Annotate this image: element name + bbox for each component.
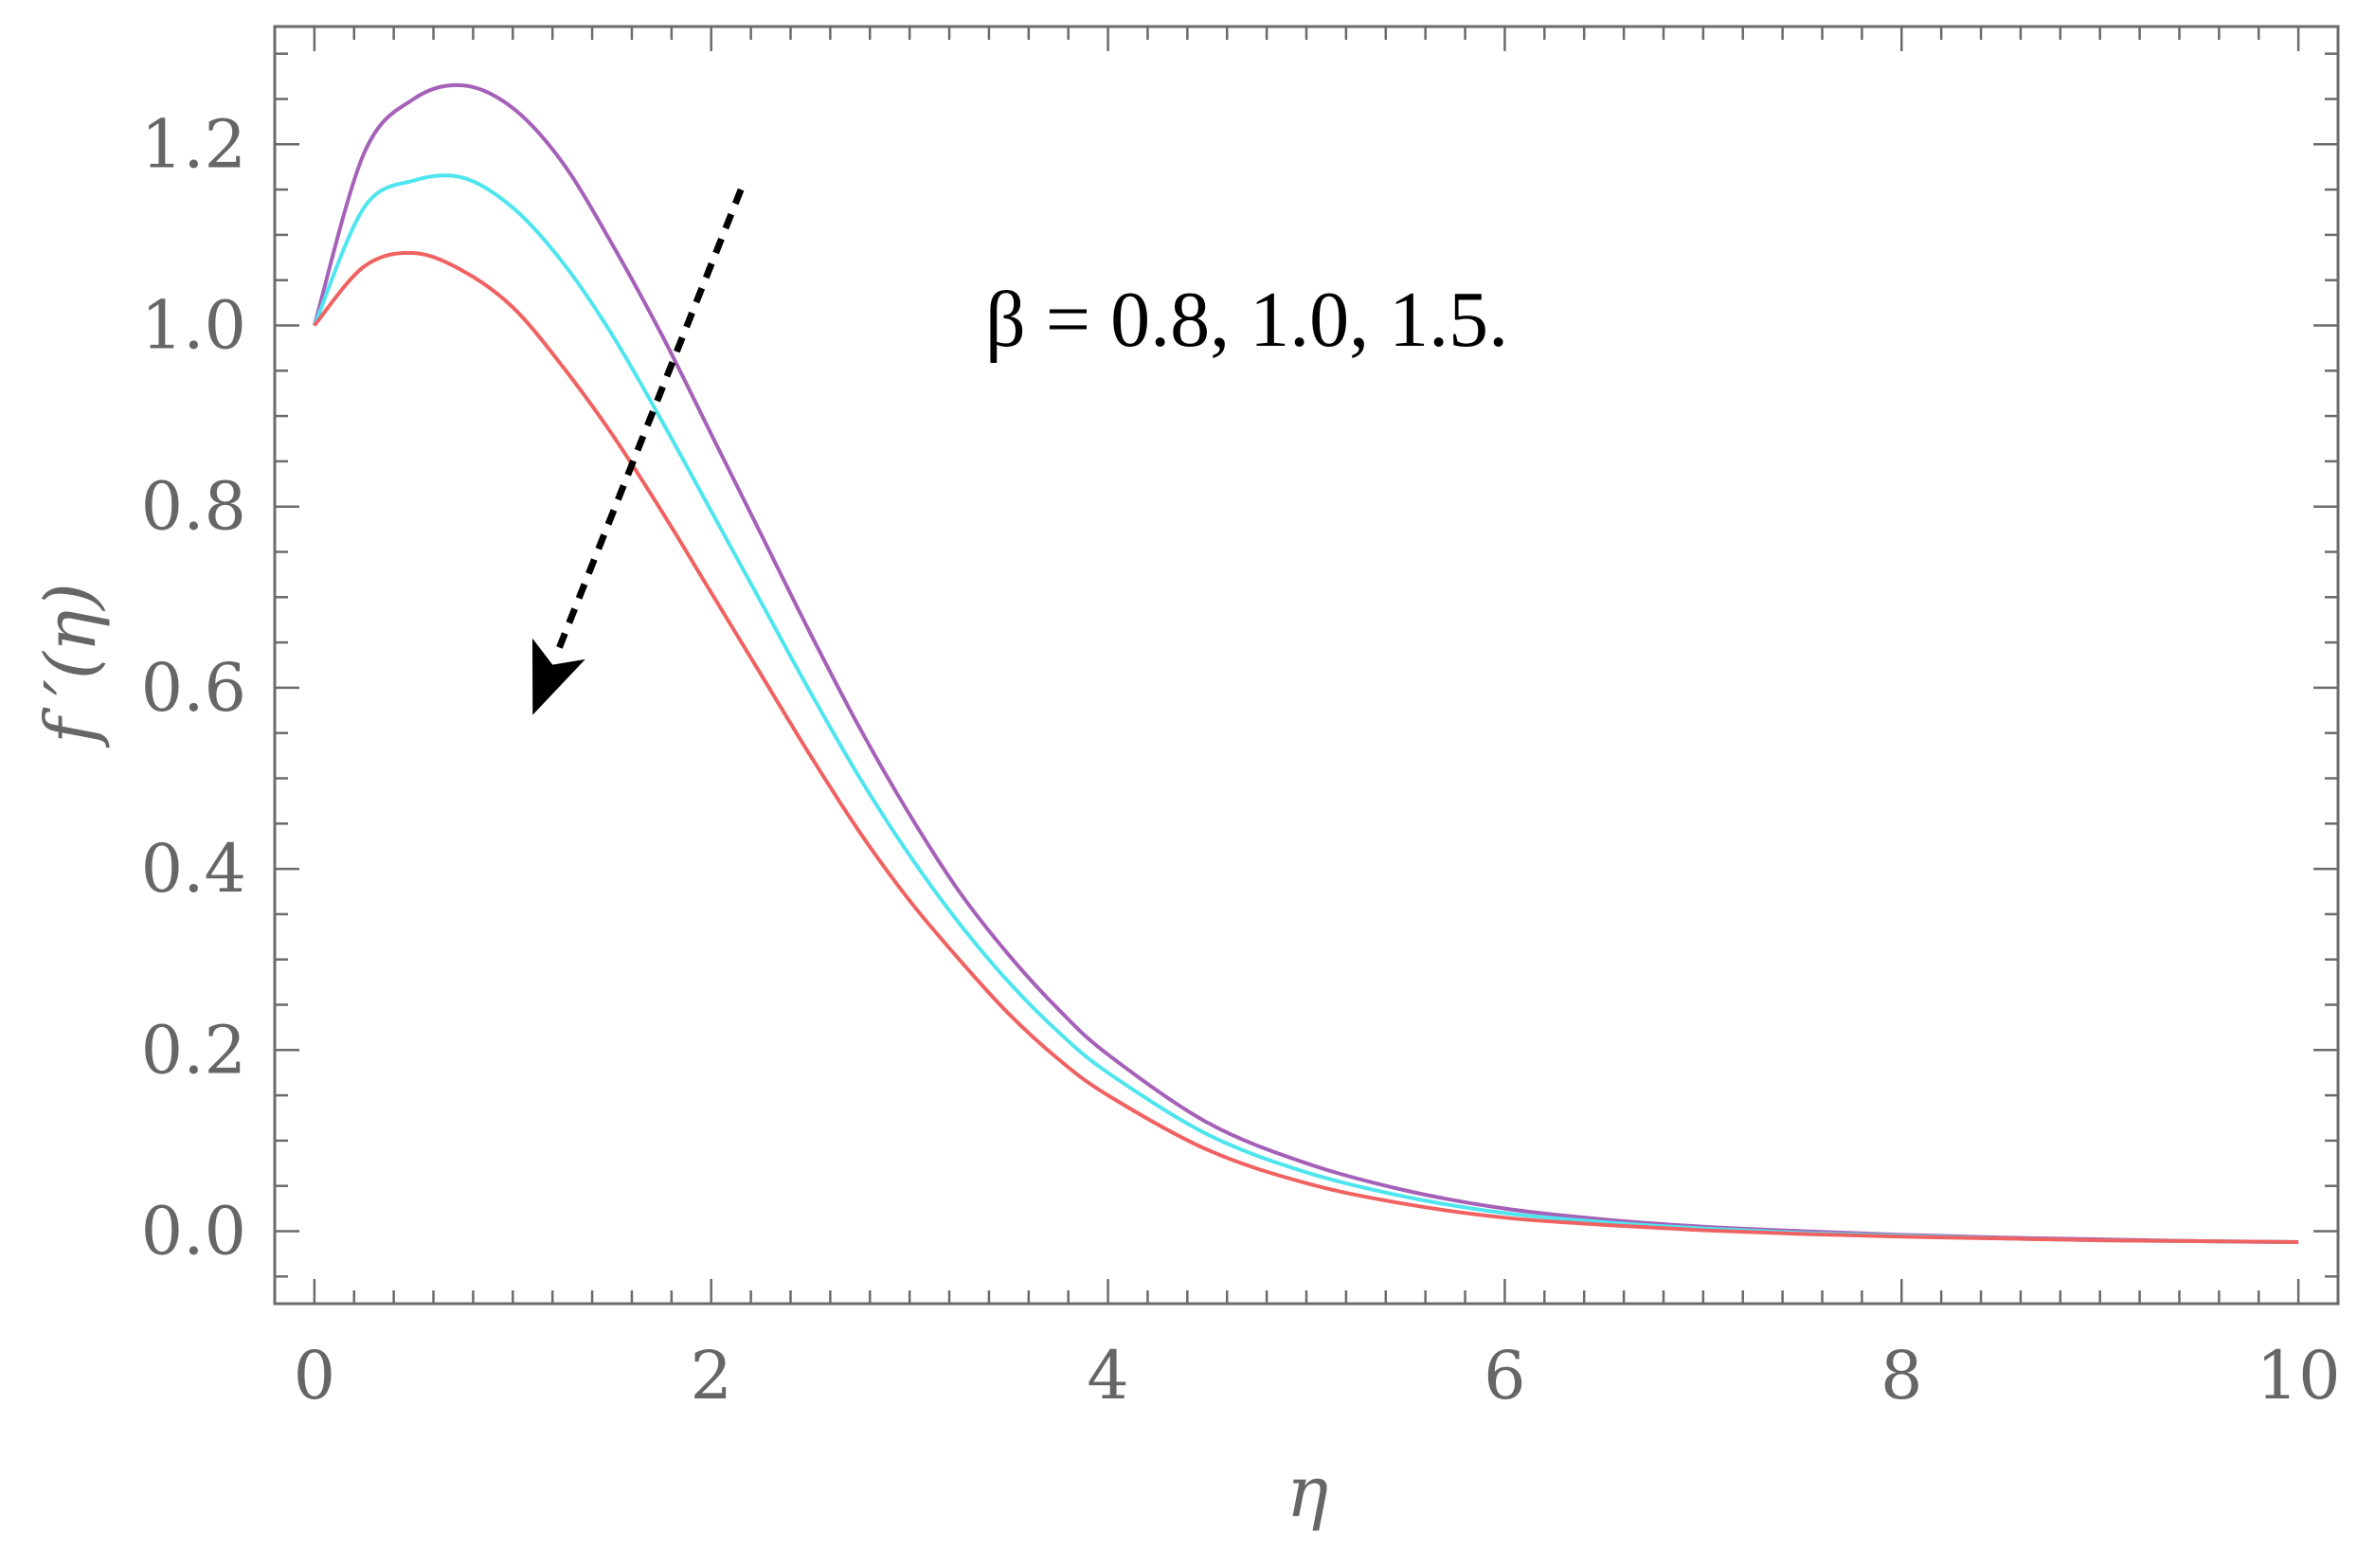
y-axis-label: f ′(η) [30, 583, 112, 748]
x-tick-label: 4 [1087, 1337, 1129, 1415]
arrow-shaft [555, 188, 745, 651]
axis-ticks [275, 27, 2338, 1304]
series-layer [312, 82, 2299, 1244]
x-tick-label: 0 [294, 1337, 336, 1415]
y-tick-label: 0.0 [141, 1193, 246, 1271]
x-tick-label: 8 [1880, 1337, 1923, 1415]
x-tick-label: 2 [690, 1337, 732, 1415]
x-axis-label: η [1286, 1451, 1328, 1533]
y-tick-label: 1.2 [141, 105, 246, 183]
arrow-layer [532, 188, 745, 715]
y-tick-label: 0.8 [141, 468, 246, 546]
x-tick-label: 10 [2257, 1337, 2341, 1415]
plot-frame [273, 25, 2340, 1306]
beta-annotation: β = 0.8, 1.0, 1.5. [985, 276, 1508, 364]
y-tick-label: 0.2 [141, 1011, 246, 1089]
series-line-1 [312, 82, 2299, 1244]
y-tick-label: 0.6 [141, 649, 246, 727]
series-line-3 [313, 250, 2299, 1244]
tick-labels: 0 2 4 6 8 10 0.0 0.2 0.4 0.6 0.8 1.0 1.2 [141, 105, 2341, 1415]
x-tick-label: 6 [1484, 1337, 1526, 1415]
y-tick-label: 1.0 [141, 286, 246, 364]
arrow-head [532, 638, 585, 715]
y-tick-label: 0.4 [141, 830, 246, 908]
